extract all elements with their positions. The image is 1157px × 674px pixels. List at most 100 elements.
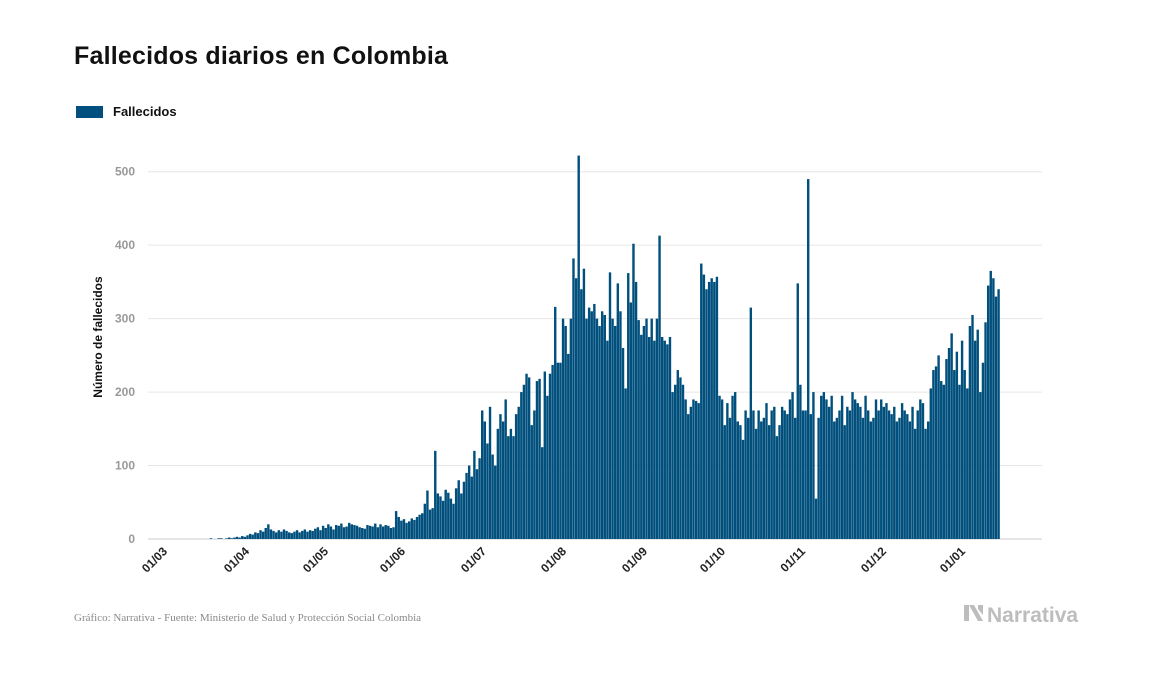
bar <box>444 489 447 539</box>
bar <box>851 392 854 539</box>
bar <box>906 414 909 539</box>
bar <box>329 526 333 539</box>
bar <box>306 531 309 539</box>
bar <box>660 337 664 539</box>
bar <box>564 325 567 539</box>
bar <box>882 406 886 539</box>
bar <box>687 414 690 539</box>
bar <box>285 530 288 539</box>
bar <box>981 362 985 539</box>
bar <box>465 472 468 539</box>
bar <box>848 410 852 539</box>
bar <box>814 498 818 539</box>
bar <box>880 399 883 539</box>
bar <box>859 406 862 539</box>
bar <box>929 388 932 539</box>
x-tick-label: 01/03 <box>139 544 170 575</box>
bar <box>611 318 614 539</box>
bar <box>856 403 859 539</box>
bar <box>527 377 531 539</box>
bar <box>470 476 473 539</box>
bar <box>679 377 682 539</box>
legend: Fallecidos <box>76 104 177 119</box>
bar <box>976 329 979 539</box>
bar <box>358 527 361 539</box>
bar <box>530 425 533 539</box>
bar <box>533 410 536 539</box>
bar <box>809 414 813 539</box>
bar <box>989 270 992 539</box>
bar <box>773 406 776 539</box>
bar <box>632 243 635 539</box>
bar <box>582 268 586 539</box>
bar <box>825 399 828 539</box>
bar <box>747 417 750 539</box>
bar <box>246 535 249 539</box>
bar <box>994 296 998 539</box>
bar <box>355 525 359 539</box>
bar <box>770 410 773 539</box>
bar <box>861 417 865 539</box>
bar <box>256 533 260 539</box>
bar <box>507 436 510 539</box>
bar <box>619 311 622 539</box>
bar <box>919 399 922 539</box>
bar <box>788 399 792 539</box>
bar <box>887 410 891 539</box>
bar <box>475 469 479 539</box>
bar <box>971 314 974 539</box>
bar <box>765 403 768 539</box>
bar <box>674 384 677 539</box>
bar <box>629 302 633 539</box>
bar <box>415 516 419 539</box>
bar <box>290 533 294 539</box>
bar <box>316 527 320 539</box>
bar <box>321 525 325 539</box>
bar <box>486 443 489 539</box>
bar <box>645 318 648 539</box>
bar <box>295 530 299 539</box>
bar <box>681 384 685 539</box>
bar <box>314 528 317 539</box>
bar <box>389 527 393 539</box>
brand-logo: Narrativa <box>963 603 1078 629</box>
bar <box>556 362 560 539</box>
bar <box>554 306 557 539</box>
bar <box>916 410 919 539</box>
bar <box>783 410 786 539</box>
bar <box>418 514 421 539</box>
bar <box>491 454 494 539</box>
bar <box>559 362 562 539</box>
bar <box>874 399 878 539</box>
bar <box>441 500 445 539</box>
bar <box>799 384 802 539</box>
bar <box>274 532 278 539</box>
bar <box>225 538 228 539</box>
bar <box>741 439 745 539</box>
bar <box>653 340 656 539</box>
bar <box>230 538 234 539</box>
bar <box>702 274 706 539</box>
bar <box>488 406 492 539</box>
bar <box>958 384 961 539</box>
bar <box>616 283 620 539</box>
bar <box>478 458 481 539</box>
bar <box>900 403 904 539</box>
bar <box>733 392 737 539</box>
bar <box>546 395 549 539</box>
bar <box>235 536 239 539</box>
bar <box>986 285 990 539</box>
bar <box>606 340 609 539</box>
bar <box>934 366 938 539</box>
bar <box>580 289 583 539</box>
bar <box>595 318 599 539</box>
bar <box>209 538 213 539</box>
bar <box>767 425 771 539</box>
bar <box>543 371 546 539</box>
bar <box>269 529 273 539</box>
bar <box>394 511 398 539</box>
bar <box>548 373 552 539</box>
bar <box>840 395 844 539</box>
bar <box>992 278 995 539</box>
bar <box>890 414 893 539</box>
